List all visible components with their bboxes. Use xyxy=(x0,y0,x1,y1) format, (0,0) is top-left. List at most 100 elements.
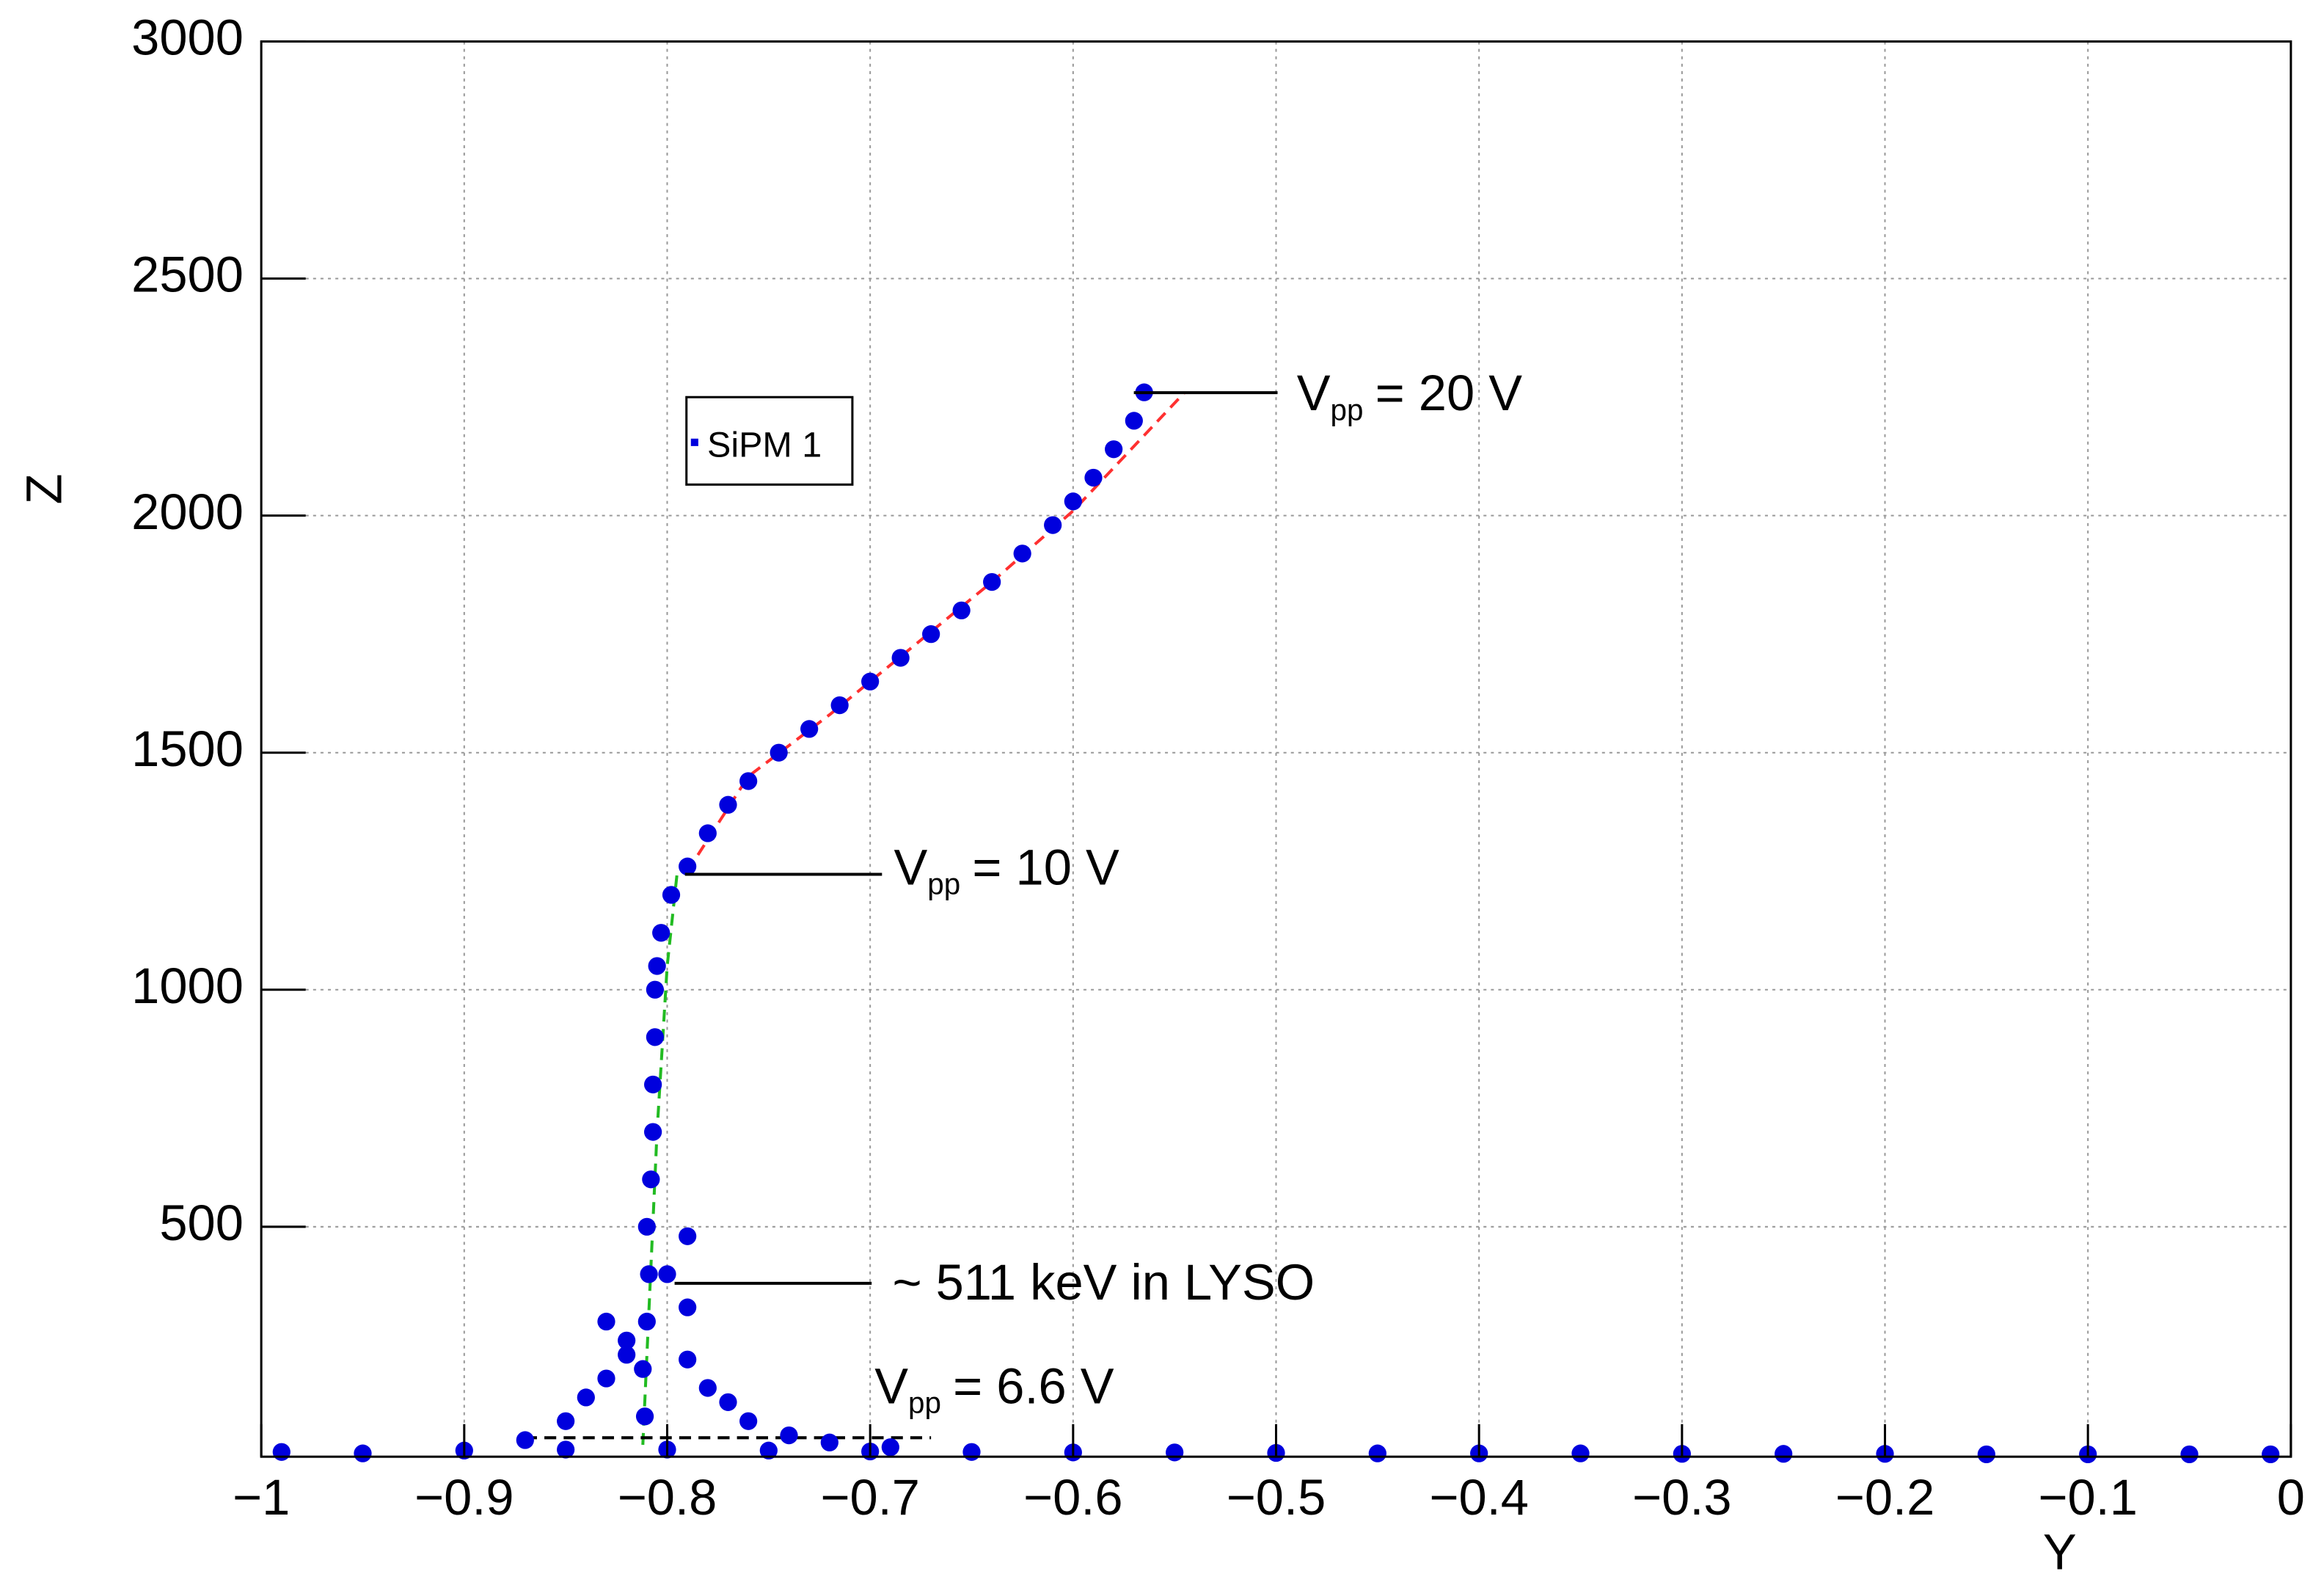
point xyxy=(635,1407,654,1426)
point xyxy=(516,1431,534,1449)
point xyxy=(646,1028,665,1046)
point xyxy=(1775,1445,1793,1463)
point xyxy=(1125,412,1143,430)
point xyxy=(637,1312,656,1331)
point xyxy=(759,1441,778,1460)
y-axis-title: Z xyxy=(15,473,72,504)
ticks: −1 −0.9 −0.8 −0.7 −0.6 −0.5 −0.4 −0.3 −0.2 −0.1 0 5… xyxy=(131,10,2305,1526)
point xyxy=(1064,492,1082,511)
legend-box xyxy=(685,396,854,486)
point xyxy=(662,886,681,904)
point xyxy=(618,1331,636,1349)
x-tick-label: −0.9 xyxy=(414,1469,514,1526)
legend-label: SiPM 1 xyxy=(707,426,822,465)
point xyxy=(698,824,717,842)
annotation: Vpp = 6.6 V xyxy=(874,1358,1114,1419)
y-tick-label: 1000 xyxy=(131,958,244,1014)
point xyxy=(679,857,697,875)
annotation-sub: pp xyxy=(908,1385,941,1419)
y-tick-label: 500 xyxy=(159,1195,244,1251)
point xyxy=(891,649,910,667)
annotation: ~ 511 keV in LYSO xyxy=(892,1254,1315,1311)
point xyxy=(800,720,819,738)
point xyxy=(597,1369,615,1388)
point xyxy=(983,572,1001,591)
y-tick-label: 1500 xyxy=(131,721,244,777)
y-tick-label: 3000 xyxy=(131,10,244,66)
point xyxy=(1013,544,1031,563)
point xyxy=(679,1350,697,1369)
y-tick-label: 2000 xyxy=(131,484,244,540)
point xyxy=(658,1265,676,1283)
point xyxy=(679,1227,697,1245)
point xyxy=(2180,1445,2199,1464)
annotation-rest: = 10 V xyxy=(972,839,1119,896)
x-tick-label: −0.1 xyxy=(2038,1469,2138,1526)
x-tick-label: −0.3 xyxy=(1632,1469,1732,1526)
point xyxy=(770,743,788,762)
x-axis-title: Y xyxy=(2043,1524,2077,1581)
point xyxy=(2262,1445,2280,1464)
annotation-sub: pp xyxy=(927,867,960,900)
point xyxy=(1977,1445,1995,1464)
fit-line xyxy=(641,871,679,1446)
legend: SiPM 1 xyxy=(685,396,854,486)
x-tick-label: −0.2 xyxy=(1835,1469,1935,1526)
annotation: Vpp = 10 V xyxy=(894,839,1119,901)
point xyxy=(739,1412,758,1430)
point xyxy=(1105,440,1123,459)
point xyxy=(577,1388,595,1407)
point xyxy=(644,1075,662,1094)
x-tick-label: −1 xyxy=(233,1469,290,1526)
point xyxy=(820,1433,838,1451)
x-tick-label: −0.7 xyxy=(820,1469,920,1526)
fits xyxy=(525,391,1186,1446)
annotation-sub: pp xyxy=(1331,393,1364,426)
point xyxy=(642,1170,660,1189)
point xyxy=(640,1265,658,1283)
point xyxy=(861,672,880,690)
point xyxy=(637,1217,656,1236)
point xyxy=(652,924,670,942)
annotation-rest: = 20 V xyxy=(1375,365,1523,421)
annotation-text: V xyxy=(894,839,927,896)
x-tick-label: −0.8 xyxy=(618,1469,717,1526)
x-tick-label: −0.6 xyxy=(1023,1469,1123,1526)
point xyxy=(881,1438,899,1457)
y-tick-label: 2500 xyxy=(131,247,244,303)
point xyxy=(557,1440,575,1459)
point xyxy=(354,1444,372,1462)
point xyxy=(634,1360,652,1378)
point xyxy=(597,1312,615,1331)
x-tick-label: −0.4 xyxy=(1429,1469,1529,1526)
point xyxy=(272,1443,290,1461)
point xyxy=(648,957,666,975)
point xyxy=(952,601,971,619)
point xyxy=(719,1393,737,1411)
annotation-text: V xyxy=(1297,365,1331,421)
point xyxy=(780,1426,798,1445)
point xyxy=(1368,1444,1386,1462)
point xyxy=(646,980,665,999)
point xyxy=(1571,1444,1590,1462)
grid xyxy=(260,40,2292,1457)
annotation-text: V xyxy=(874,1358,908,1414)
point xyxy=(739,772,758,790)
point xyxy=(830,696,849,715)
point xyxy=(1166,1443,1184,1462)
point xyxy=(719,795,737,814)
point xyxy=(962,1443,981,1461)
legend-marker xyxy=(690,438,698,446)
point xyxy=(618,1346,636,1364)
point xyxy=(1084,468,1103,487)
point xyxy=(679,1298,697,1316)
annotation: Vpp = 20 V xyxy=(1297,365,1522,426)
annotations: Vpp = 20 V Vpp = 10 V ~ 511 keV in LYSO Vp… xyxy=(674,365,1522,1419)
point xyxy=(557,1412,575,1430)
x-tick-label: 0 xyxy=(2277,1469,2305,1526)
fit-line xyxy=(686,391,1186,872)
x-tick-label: −0.5 xyxy=(1227,1469,1326,1526)
annotation-rest: = 6.6 V xyxy=(953,1358,1114,1414)
